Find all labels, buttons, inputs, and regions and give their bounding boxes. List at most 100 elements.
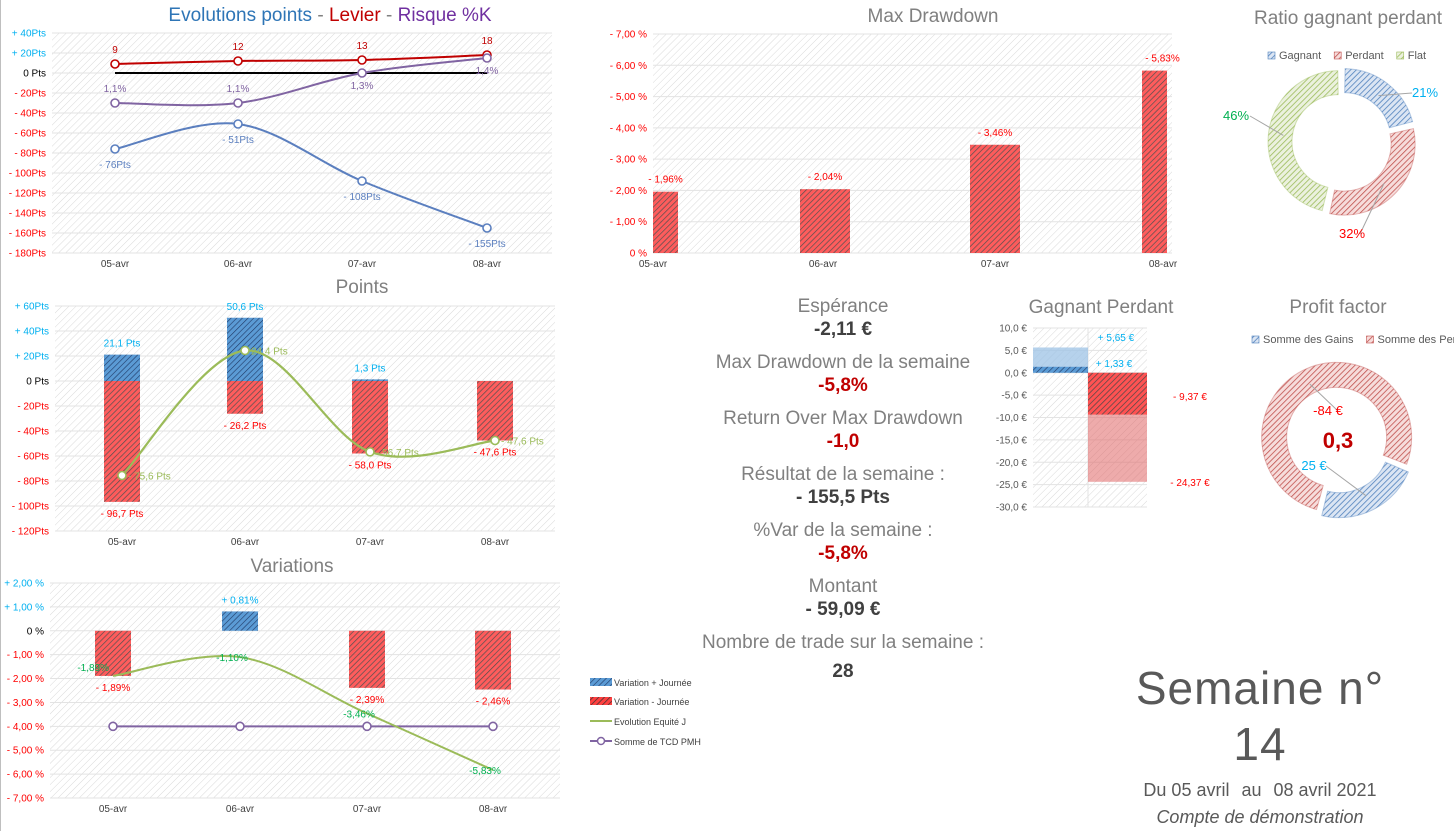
donut-label: 46%: [1223, 108, 1249, 123]
y-tick-label: -20,0 €: [996, 458, 1028, 469]
legend-label: Flat: [1408, 50, 1426, 62]
data-label-risque: 1,1%: [227, 84, 250, 95]
chart-title-part: -: [381, 5, 398, 26]
bar-drawdown: [970, 144, 1020, 253]
bar-label-drawdown: - 1,96%: [648, 175, 683, 186]
y-tick-label: - 4,00 %: [610, 123, 647, 134]
series-line-equity: [112, 655, 494, 771]
data-label-cumul: 24,4 Pts: [251, 347, 288, 358]
stat-label: Montant: [808, 576, 878, 597]
bar-label-negative: - 58,0 Pts: [349, 461, 392, 472]
data-point-risque: [357, 68, 367, 78]
donut-slice: [1344, 68, 1414, 129]
y-tick-label: - 7,00 %: [610, 30, 647, 41]
week-info: Semaine n° 14 Du 05 avril au 08 avril 2021…: [1120, 660, 1400, 828]
bar-negative: [477, 381, 513, 441]
data-point-risque: [233, 98, 243, 108]
y-tick-label: - 80Pts: [17, 477, 49, 488]
data-label-points: - 155Pts: [468, 239, 505, 250]
bar-label-gain: + 1,33 €: [1096, 359, 1133, 370]
y-tick-label: - 40Pts: [14, 109, 46, 120]
y-tick-label: - 60Pts: [17, 452, 49, 463]
bar-label-negative: - 96,7 Pts: [101, 509, 144, 520]
data-point-levier: [110, 59, 120, 69]
donut-label: -84 €: [1313, 403, 1343, 418]
week-sep: au: [1241, 780, 1262, 800]
stat-return-over-mdd: Return Over Max Drawdown -1,0: [700, 408, 986, 454]
data-point-cumul: [117, 470, 127, 481]
donut-label: 25 €: [1301, 458, 1327, 473]
stat-label: Nombre de trade sur la semaine :: [702, 632, 984, 653]
bar-loss-total: [1088, 414, 1147, 482]
y-tick-label: - 4,00 %: [7, 722, 44, 733]
data-label-cumul: - 47,6 Pts: [501, 437, 544, 448]
x-tick-label: 07-avr: [356, 537, 385, 548]
profit-factor-value: 0,3: [1323, 428, 1354, 453]
stat-value: 28: [832, 661, 854, 682]
bar-label-positive: + 0,81%: [222, 595, 259, 606]
leader-line: [1378, 92, 1413, 97]
data-point-risque: [482, 53, 492, 63]
y-tick-label: 10,0 €: [999, 324, 1027, 335]
y-tick-label: - 3,00 %: [7, 698, 44, 709]
x-tick-label: 08-avr: [473, 259, 502, 270]
bar-negative: [227, 381, 263, 414]
stat-value: -5,8%: [818, 375, 868, 396]
stat-value: - 59,09 €: [805, 599, 881, 620]
x-tick-label: 05-avr: [101, 259, 130, 270]
donut-slice: [1321, 461, 1410, 519]
y-tick-label: 0 %: [630, 249, 647, 260]
x-tick-label: 05-avr: [639, 259, 668, 270]
y-tick-label: - 100Pts: [12, 502, 49, 513]
data-label-levier: 18: [481, 36, 493, 47]
series-line-risque: [114, 57, 488, 107]
legend-label: Somme des Pertes: [1377, 334, 1454, 346]
data-label-equity: -1,89%: [77, 663, 109, 674]
legend-swatch-negative: [590, 697, 612, 705]
data-point-pmh: [235, 721, 245, 732]
bar-drawdown: [1142, 70, 1167, 254]
legend-swatch: [1366, 335, 1374, 344]
x-tick-label: 06-avr: [231, 537, 260, 548]
legend-label: Somme de TCD PMH: [614, 737, 701, 747]
donut-slice: [1261, 361, 1413, 511]
y-tick-label: - 6,00 %: [610, 61, 647, 72]
stat-label: Return Over Max Drawdown: [723, 408, 963, 429]
y-tick-label: + 60Pts: [15, 302, 49, 313]
bar-label-negative: - 26,2 Pts: [224, 421, 267, 432]
chart-title: Evolutions points - Levier - Risque %K: [168, 5, 492, 26]
y-tick-label: 0 %: [27, 626, 44, 637]
legend-swatch: [1333, 51, 1342, 60]
weekly-stats: Espérance -2,11 € Max Drawdown de la sem…: [700, 296, 986, 694]
bar-label-positive: 1,3 Pts: [354, 363, 385, 374]
stat-value: - 155,5 Pts: [796, 487, 890, 508]
chart-title: Variations: [250, 556, 333, 577]
y-tick-label: - 2,00 %: [610, 186, 647, 197]
y-tick-label: 5,0 €: [1005, 346, 1028, 357]
stat-label: Résultat de la semaine :: [741, 464, 945, 485]
x-tick-label: 08-avr: [479, 804, 508, 815]
legend-label: Evolution Equité J: [614, 717, 686, 727]
chart-title-part: -: [312, 5, 329, 26]
bar-label-negative: - 1,89%: [96, 683, 131, 694]
stat-esperance: Espérance -2,11 €: [700, 296, 986, 342]
legend-label: Variation - Journée: [614, 697, 689, 707]
bar-drawdown: [800, 189, 850, 253]
y-tick-label: + 20Pts: [15, 352, 49, 363]
y-tick-label: - 20Pts: [14, 89, 46, 100]
chart-title-part: Levier: [329, 5, 381, 26]
bar-label-drawdown: - 5,83%: [1145, 54, 1180, 65]
leader-line: [1325, 465, 1367, 497]
data-label-equity: -1,10%: [216, 653, 248, 664]
data-label-cumul: - 56,7 Pts: [376, 448, 419, 459]
chart-title-part: Risque %K: [398, 5, 492, 26]
y-tick-label: - 120Pts: [12, 527, 49, 538]
data-point-risque: [110, 98, 120, 108]
y-tick-label: -5,0 €: [1001, 391, 1027, 402]
legend-swatch-positive: [590, 678, 612, 686]
legend-swatch: [1267, 51, 1276, 60]
bar-positive: [352, 379, 388, 381]
stat-value: -2,11 €: [813, 319, 873, 340]
data-label-levier: 9: [112, 45, 118, 56]
